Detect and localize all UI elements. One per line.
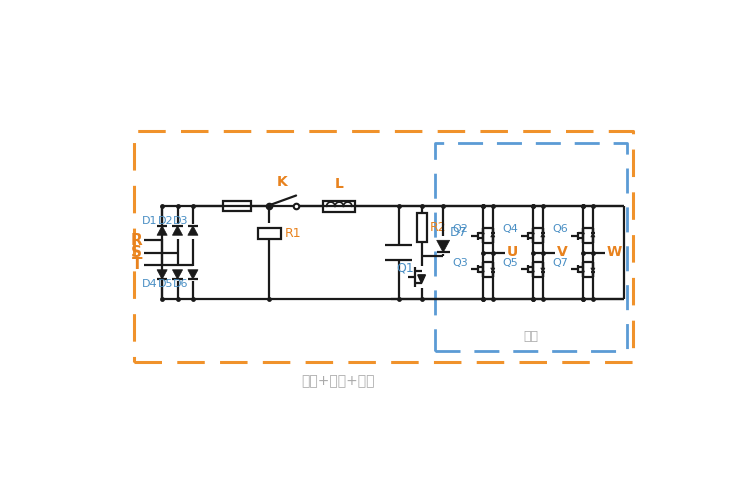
Text: Q3: Q3: [452, 258, 468, 268]
Text: R: R: [130, 232, 142, 248]
Text: Q5: Q5: [502, 258, 518, 268]
Text: T: T: [132, 258, 142, 272]
Polygon shape: [172, 270, 183, 279]
Text: D7: D7: [449, 226, 467, 239]
Polygon shape: [532, 232, 534, 234]
Polygon shape: [482, 232, 484, 234]
Text: D2: D2: [158, 216, 173, 226]
Text: Q7: Q7: [553, 258, 568, 268]
Polygon shape: [482, 271, 484, 274]
Text: D3: D3: [173, 216, 189, 226]
Text: 逆变: 逆变: [523, 330, 539, 342]
Text: D1: D1: [142, 216, 158, 226]
Text: Q1: Q1: [396, 262, 414, 274]
Text: Q6: Q6: [553, 224, 568, 234]
Polygon shape: [591, 233, 595, 237]
Text: V: V: [556, 246, 568, 260]
Text: U: U: [507, 246, 518, 260]
Text: S: S: [131, 245, 142, 260]
Text: R1: R1: [285, 227, 301, 240]
Polygon shape: [491, 233, 495, 237]
Text: W: W: [607, 246, 622, 260]
Text: Q2: Q2: [452, 224, 468, 234]
Polygon shape: [532, 271, 534, 274]
Polygon shape: [591, 268, 595, 272]
Polygon shape: [541, 233, 545, 237]
Polygon shape: [157, 270, 167, 279]
Text: 整流+刺车+逆变: 整流+刺车+逆变: [300, 374, 374, 388]
Polygon shape: [582, 232, 585, 234]
Text: D6: D6: [173, 280, 189, 289]
Polygon shape: [418, 275, 426, 283]
Text: K: K: [278, 176, 288, 190]
Polygon shape: [172, 226, 183, 235]
Bar: [223, 202, 251, 211]
Text: Q4: Q4: [502, 224, 518, 234]
Bar: [417, 213, 426, 242]
Text: L: L: [334, 177, 343, 191]
Bar: [258, 228, 280, 238]
Polygon shape: [491, 268, 495, 272]
Polygon shape: [188, 270, 198, 279]
Polygon shape: [541, 268, 545, 272]
Text: R2: R2: [429, 221, 446, 234]
Text: D4: D4: [142, 280, 158, 289]
Polygon shape: [582, 271, 585, 274]
Polygon shape: [157, 226, 167, 235]
Text: D5: D5: [158, 280, 173, 289]
Polygon shape: [188, 226, 198, 235]
Polygon shape: [437, 240, 450, 252]
Bar: [323, 200, 355, 212]
